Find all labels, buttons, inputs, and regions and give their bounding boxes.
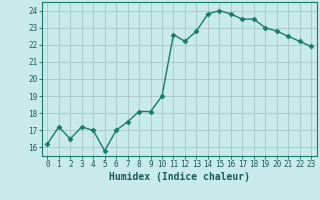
- X-axis label: Humidex (Indice chaleur): Humidex (Indice chaleur): [109, 172, 250, 182]
